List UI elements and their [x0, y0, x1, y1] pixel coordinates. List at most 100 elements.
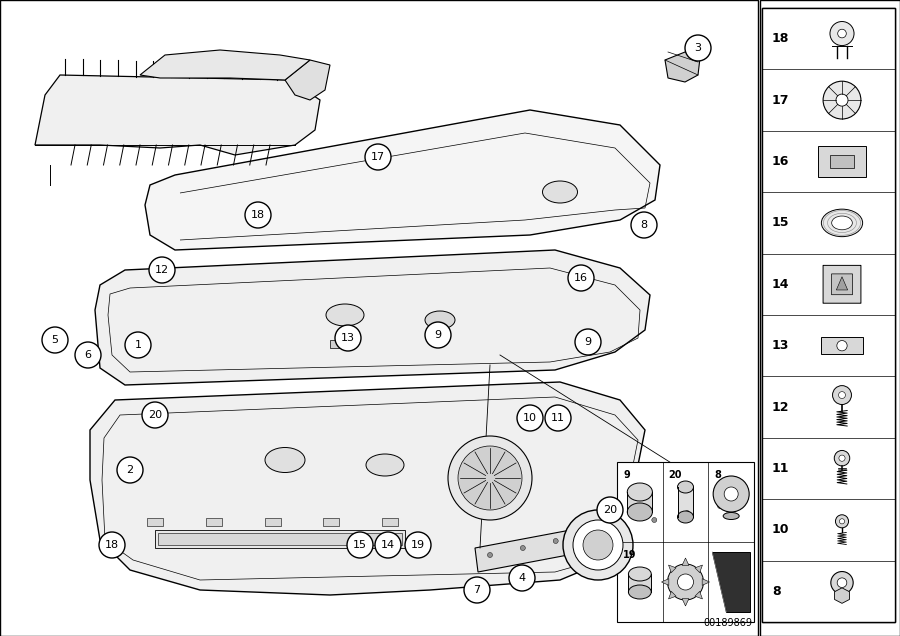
- Ellipse shape: [265, 448, 305, 473]
- Circle shape: [724, 487, 738, 501]
- Bar: [158, 533, 402, 545]
- Circle shape: [597, 497, 623, 523]
- Text: 18: 18: [772, 32, 789, 45]
- Circle shape: [832, 385, 851, 404]
- Circle shape: [99, 532, 125, 558]
- Polygon shape: [285, 60, 330, 100]
- Text: 14: 14: [772, 278, 789, 291]
- Text: 19: 19: [411, 540, 425, 550]
- Circle shape: [685, 511, 689, 516]
- Text: 9: 9: [584, 337, 591, 347]
- Circle shape: [563, 510, 633, 580]
- Text: 15: 15: [353, 540, 367, 550]
- Text: 20: 20: [603, 505, 617, 515]
- Bar: [678, 487, 694, 517]
- Bar: [206, 518, 221, 526]
- Bar: [147, 518, 163, 526]
- Polygon shape: [140, 50, 310, 80]
- Polygon shape: [475, 500, 740, 572]
- Text: 20: 20: [669, 470, 682, 480]
- Text: 10: 10: [772, 523, 789, 536]
- Text: 19: 19: [623, 550, 636, 560]
- Circle shape: [831, 572, 853, 594]
- Bar: [760, 0, 900, 636]
- Circle shape: [375, 532, 401, 558]
- Bar: [628, 574, 652, 592]
- Bar: [822, 337, 862, 354]
- Ellipse shape: [832, 216, 852, 230]
- Circle shape: [839, 392, 845, 399]
- Bar: [627, 492, 652, 512]
- Ellipse shape: [678, 481, 694, 493]
- Text: 6: 6: [85, 350, 92, 360]
- Polygon shape: [669, 591, 676, 599]
- Text: 20: 20: [148, 410, 162, 420]
- Circle shape: [117, 457, 143, 483]
- Circle shape: [568, 265, 594, 291]
- Circle shape: [631, 212, 657, 238]
- Circle shape: [717, 504, 723, 509]
- Circle shape: [583, 530, 613, 560]
- Circle shape: [554, 539, 558, 544]
- Text: 9: 9: [623, 470, 630, 480]
- Text: 13: 13: [772, 339, 789, 352]
- Bar: [330, 340, 345, 348]
- Text: 4: 4: [518, 573, 526, 583]
- Polygon shape: [834, 588, 850, 604]
- Circle shape: [335, 325, 361, 351]
- Circle shape: [678, 574, 694, 590]
- Polygon shape: [665, 52, 700, 82]
- Ellipse shape: [627, 503, 652, 521]
- Text: 7: 7: [473, 585, 481, 595]
- Bar: [762, 8, 895, 622]
- Circle shape: [838, 29, 846, 38]
- Circle shape: [520, 546, 526, 551]
- Bar: [382, 518, 398, 526]
- Circle shape: [125, 332, 151, 358]
- Ellipse shape: [724, 513, 739, 520]
- Text: 11: 11: [772, 462, 789, 475]
- Text: 16: 16: [772, 155, 789, 168]
- Ellipse shape: [543, 181, 578, 203]
- FancyBboxPatch shape: [832, 274, 852, 294]
- Bar: [323, 518, 339, 526]
- Text: 12: 12: [772, 401, 789, 413]
- Polygon shape: [35, 75, 320, 155]
- Ellipse shape: [628, 585, 652, 599]
- Circle shape: [75, 342, 101, 368]
- Text: 17: 17: [772, 93, 789, 107]
- Circle shape: [464, 577, 490, 603]
- Polygon shape: [836, 277, 848, 290]
- Bar: [265, 518, 281, 526]
- Text: 1: 1: [134, 340, 141, 350]
- Ellipse shape: [628, 567, 652, 581]
- Text: 15: 15: [772, 216, 789, 230]
- Text: 18: 18: [251, 210, 266, 220]
- FancyBboxPatch shape: [824, 265, 861, 303]
- Text: 14: 14: [381, 540, 395, 550]
- Bar: [818, 146, 866, 177]
- Circle shape: [840, 519, 844, 524]
- Circle shape: [425, 322, 451, 348]
- Ellipse shape: [678, 511, 694, 523]
- Ellipse shape: [326, 304, 364, 326]
- Circle shape: [405, 532, 431, 558]
- Polygon shape: [702, 579, 709, 585]
- Circle shape: [458, 446, 522, 510]
- Text: 3: 3: [695, 43, 701, 53]
- Text: 16: 16: [574, 273, 588, 283]
- Bar: [617, 462, 754, 622]
- Circle shape: [586, 532, 591, 537]
- Circle shape: [837, 340, 847, 351]
- Circle shape: [347, 532, 373, 558]
- Text: 00189869: 00189869: [703, 618, 752, 628]
- Circle shape: [448, 436, 532, 520]
- Polygon shape: [90, 382, 645, 595]
- Circle shape: [834, 450, 850, 466]
- Circle shape: [824, 81, 861, 119]
- Text: 8: 8: [772, 584, 780, 598]
- Text: 10: 10: [523, 413, 537, 423]
- Circle shape: [245, 202, 271, 228]
- Circle shape: [142, 402, 168, 428]
- Ellipse shape: [627, 483, 652, 501]
